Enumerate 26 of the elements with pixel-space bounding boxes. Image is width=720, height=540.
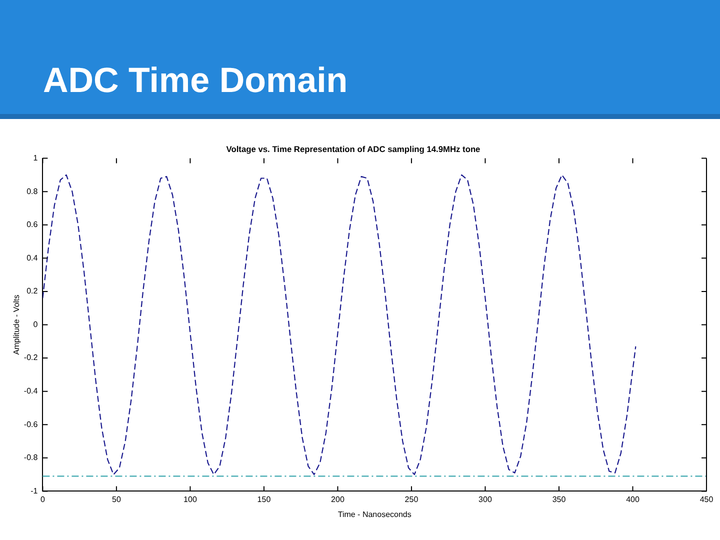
y-axis-title: Amplitude - Volts — [12, 294, 22, 355]
line-series — [42, 174, 636, 476]
y-tick-label: -0.8 — [24, 453, 38, 462]
x-tick-label: 100 — [184, 495, 198, 504]
y-tick-label: 0.4 — [26, 253, 38, 262]
x-tick-label: 250 — [404, 495, 419, 504]
y-tick-label: -0.6 — [24, 420, 38, 429]
y-tick-label: -1 — [30, 486, 38, 496]
x-axis-title: Time - Nanoseconds — [338, 510, 412, 519]
y-tick-label: 0 — [33, 320, 38, 329]
x-tick-label: 150 — [257, 495, 272, 504]
x-tick-label: 50 — [112, 495, 122, 504]
x-tick-label: 350 — [552, 495, 566, 504]
x-tick-label: 0 — [40, 495, 46, 504]
chart-subtitle: Voltage vs. Time Representation of ADC sampling 14.9MHz tone — [226, 144, 481, 154]
chart-title: ADC Time Domain — [43, 61, 348, 101]
x-tick-label: 400 — [626, 495, 640, 504]
y-tick-label: 0.8 — [26, 186, 38, 196]
y-tick-label: -0.4 — [24, 386, 38, 396]
y-tick-label: 1 — [33, 153, 38, 162]
x-tick-label: 450 — [700, 495, 714, 504]
y-tick-label: 0.6 — [26, 220, 38, 230]
y-tick-label: -0.2 — [24, 353, 38, 362]
x-tick-label: 300 — [478, 495, 492, 504]
x-tick-label: 200 — [331, 495, 345, 504]
y-tick-label: 0.2 — [26, 286, 38, 296]
